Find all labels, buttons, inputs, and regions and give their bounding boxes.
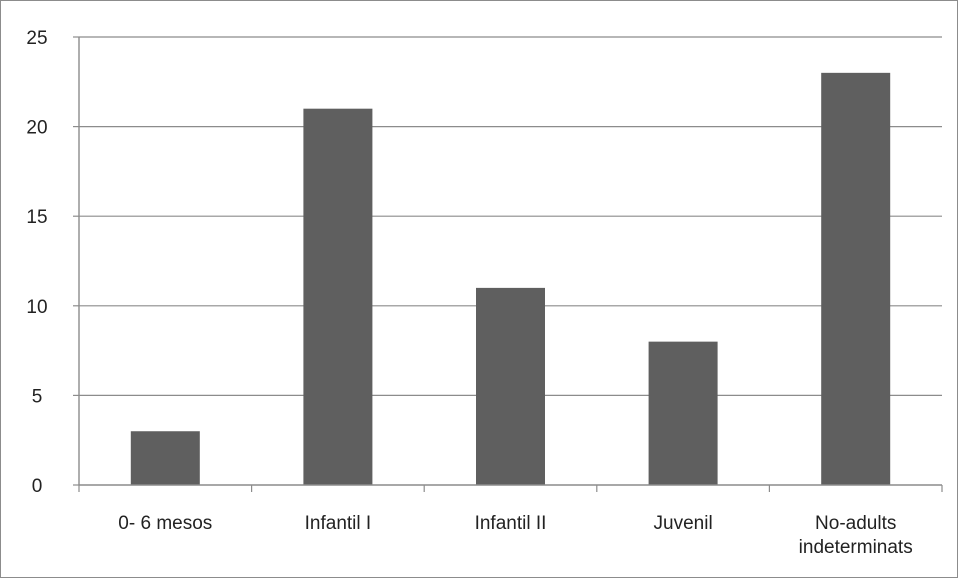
- x-tick-label: indeterminats: [799, 537, 913, 558]
- y-tick-labels: 0 5 10 15 20 25: [26, 28, 47, 497]
- x-tick-label: Infantil I: [305, 513, 372, 534]
- axes: [78, 37, 943, 492]
- y-tick-label: 20: [26, 118, 47, 139]
- y-tick-label: 10: [26, 297, 47, 318]
- x-tick-labels: 0- 6 mesos Infantil I Infantil II Juvenil No…: [118, 513, 912, 558]
- y-tick-label: 25: [26, 28, 47, 49]
- bars: [130, 72, 891, 486]
- bar: [821, 72, 891, 485]
- y-tick-label: 0: [32, 476, 43, 497]
- bar: [303, 108, 373, 486]
- x-tick-label: 0- 6 mesos: [118, 513, 212, 534]
- x-tick-label: Infantil II: [475, 513, 547, 534]
- x-tick-label: Juvenil: [654, 513, 713, 534]
- y-tick-label: 15: [26, 207, 47, 228]
- bar: [130, 431, 200, 485]
- bar: [476, 287, 545, 485]
- bar: [648, 341, 718, 485]
- y-tick-label: 5: [32, 386, 43, 407]
- gridlines: [73, 36, 942, 486]
- x-tick-label: No-adults: [815, 513, 896, 534]
